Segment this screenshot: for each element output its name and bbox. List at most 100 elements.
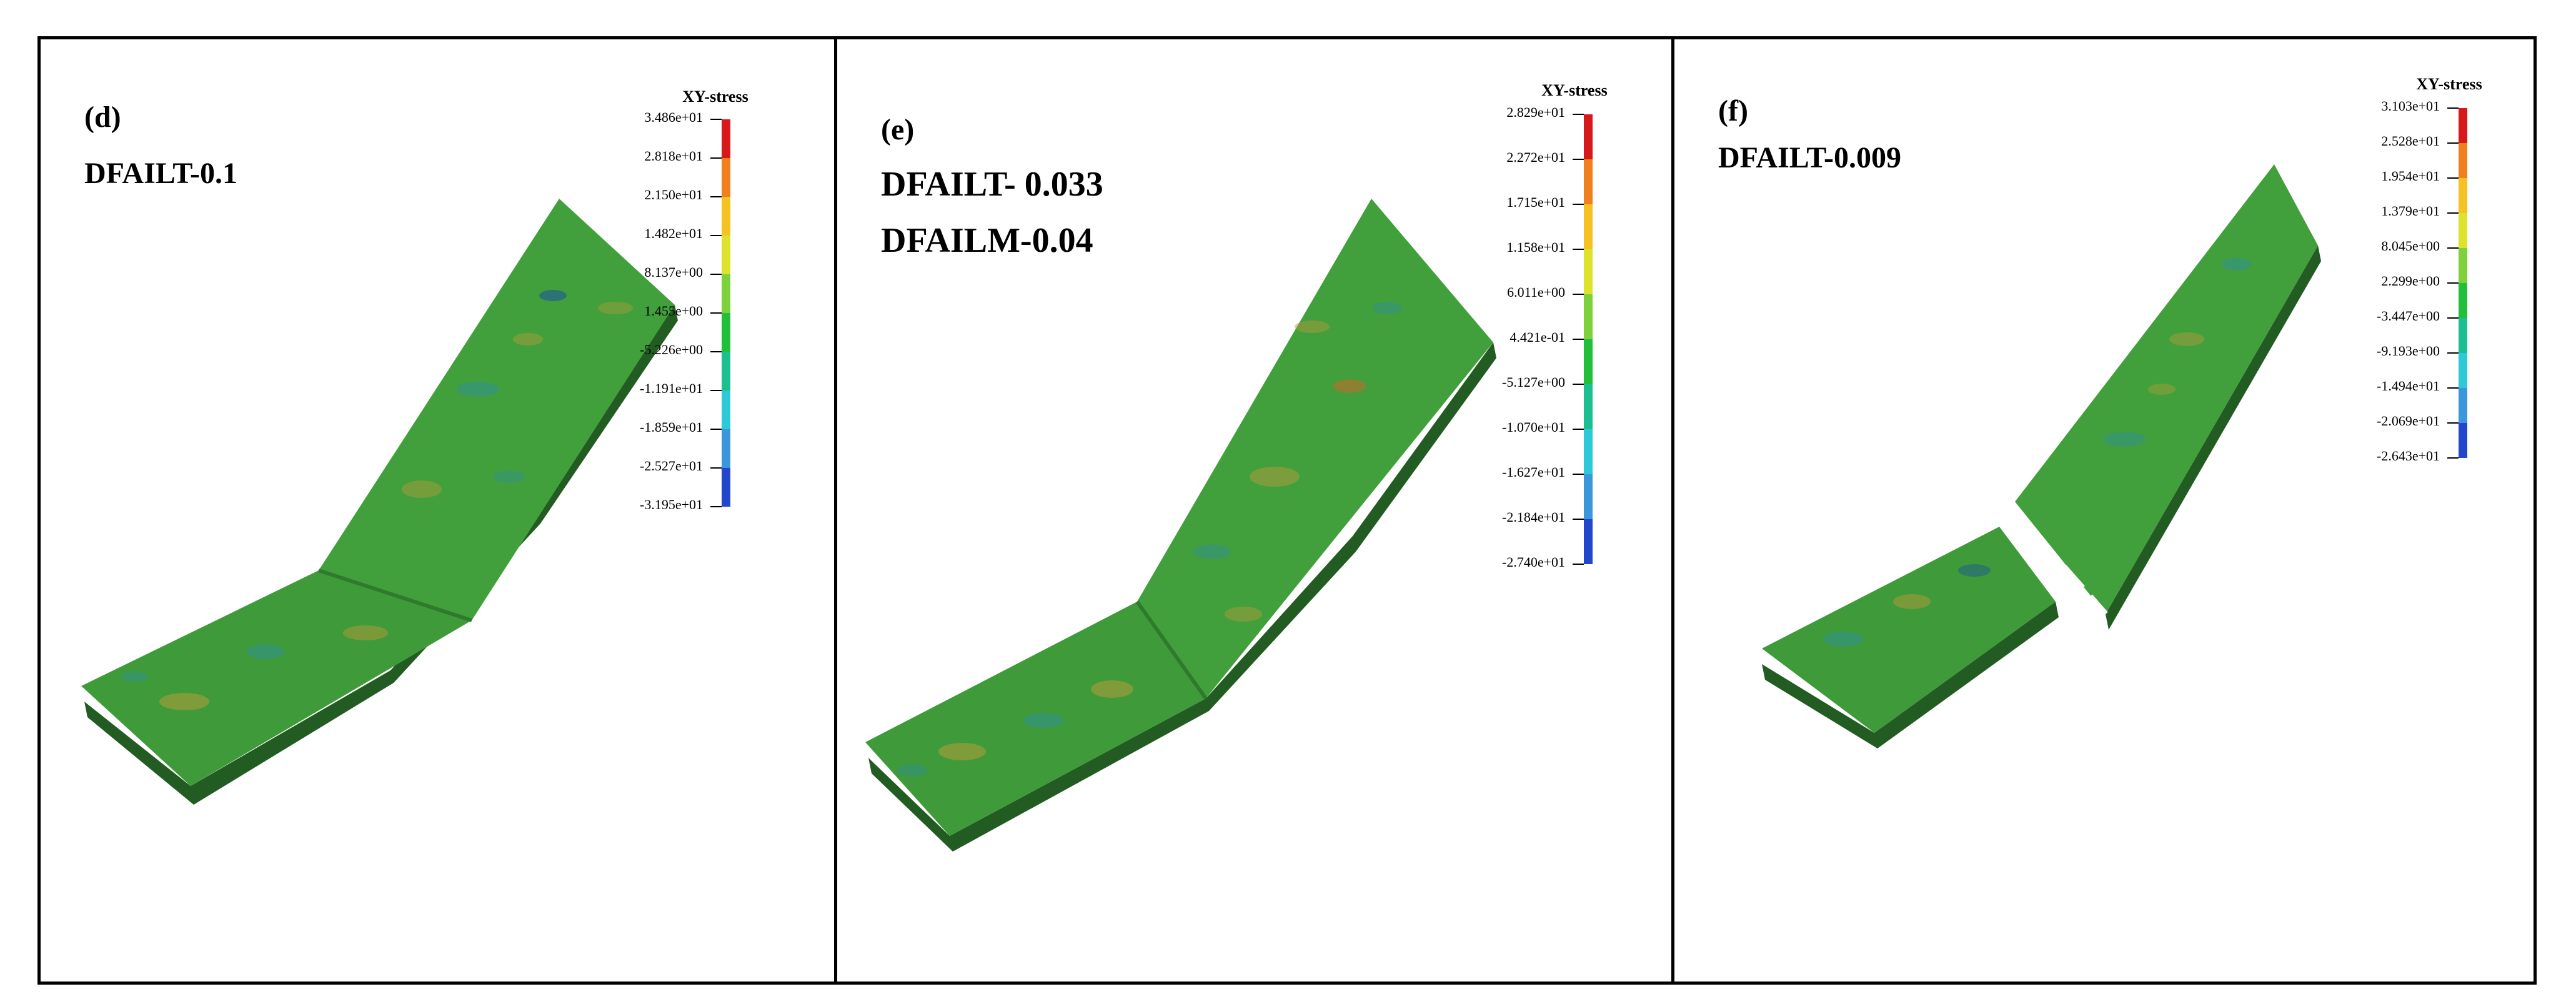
colorbar-tick-label: 8.137e+00: [644, 264, 703, 280]
panel-e-legend-title: XY-stress: [1541, 81, 1607, 99]
colorbar-tick-label: -2.527e+01: [640, 458, 703, 474]
colorbar-segment: [722, 119, 730, 158]
colorbar-segment: [722, 158, 730, 197]
panel-f-canvas: (f) DFAILT-0.009: [1718, 75, 2482, 748]
colorbar-segment: [2459, 143, 2467, 178]
panel-e-colorbar: 2.829e+01 2.272e+01 1.715e+01 1.158e+01 6.01…: [1502, 104, 1593, 570]
panel-d-canvas: (d) DFAILT-0.1: [81, 87, 748, 805]
colorbar-tick-label: 2.299e+00: [2381, 273, 2440, 289]
colorbar-tick-label: 8.045e+00: [2381, 238, 2440, 254]
panel-e-fold-line: [1135, 600, 1208, 700]
colorbar-tick-label: 4.421e-01: [1509, 329, 1565, 345]
colorbar-segment: [722, 468, 730, 507]
colorbar-segment: [722, 352, 730, 390]
panel-f-plate-upper-side: [2106, 246, 2321, 630]
colorbar-segment: [1584, 114, 1593, 159]
panel-e-plate-upper: [1137, 199, 1493, 698]
colorbar-tick-label: 6.011e+00: [1507, 284, 1565, 300]
panel-f-stress-spots: [1823, 258, 2252, 647]
panel-d-caption-line-1: DFAILT-0.1: [84, 157, 237, 190]
panel-f-label: (f): [1718, 94, 1748, 127]
colorbar-tick-label: 1.482e+01: [644, 226, 703, 241]
colorbar-tick-label: 2.829e+01: [1506, 104, 1565, 120]
colorbar-tick-label: -1.070e+01: [1502, 419, 1565, 435]
colorbar-tick-label: -2.740e+01: [1502, 554, 1565, 570]
colorbar-segment: [722, 197, 730, 236]
colorbar-segment: [1584, 384, 1593, 429]
panel-d-stress-spots: [121, 290, 633, 710]
colorbar-segment: [2459, 318, 2467, 353]
colorbar-segment: [722, 429, 730, 468]
panel-f-colorbar: 3.103e+01 2.528e+01 1.954e+01 1.379e+01 8.04…: [2377, 98, 2467, 464]
colorbar-segment: [2459, 283, 2467, 318]
colorbar-tick-label: -5.127e+00: [1502, 374, 1565, 390]
colorbar-tick-label: -1.859e+01: [640, 419, 703, 435]
colorbar-tick-label: 1.379e+01: [2381, 203, 2440, 219]
colorbar-segment: [1584, 249, 1593, 294]
colorbar-segment: [1584, 339, 1593, 384]
colorbar-segment: [2459, 388, 2467, 423]
colorbar-segment: [722, 274, 730, 313]
panel-e-stress-spots: [897, 302, 1402, 777]
panel-d-plate-side: [84, 305, 678, 805]
colorbar-tick-label: -1.627e+01: [1502, 464, 1565, 480]
colorbar-tick-label: 1.715e+01: [1506, 194, 1565, 210]
colorbar-tick-label: -1.494e+01: [2377, 378, 2440, 394]
panel-e-plate-model: [865, 199, 1496, 852]
panel-e-caption-line-2: DFAILM-0.04: [881, 221, 1093, 260]
panel-d-colorbar: 3.486e+01 2.818e+01 2.150e+01 1.482e+01 8.13…: [640, 109, 730, 512]
colorbar-segment: [1584, 294, 1593, 339]
colorbar-segment: [2459, 108, 2467, 143]
panel-d-plate-upper: [319, 199, 675, 620]
colorbar-tick-label: -5.226e+00: [640, 342, 703, 357]
colorbar-segment: [1584, 204, 1593, 249]
panel-d-legend-title: XY-stress: [682, 87, 748, 106]
colorbar-tick-label: 2.528e+01: [2381, 133, 2440, 149]
colorbar-segment: [1584, 159, 1593, 204]
panel-e-label: (e): [881, 113, 914, 146]
panel-e-caption-line-1: DFAILT- 0.033: [881, 165, 1103, 204]
colorbar-tick-label: 1.954e+01: [2381, 168, 2440, 184]
panel-d-fold-line: [318, 569, 472, 622]
colorbar-tick-label: 1.158e+01: [1506, 239, 1565, 255]
panel-d-label: (d): [84, 101, 121, 134]
colorbar-segment: [2459, 353, 2467, 388]
colorbar-tick-label: 2.272e+01: [1506, 149, 1565, 165]
colorbar-segment: [722, 390, 730, 429]
colorbar-tick-label: 1.455e+00: [644, 303, 703, 319]
colorbar-tick-label: 2.818e+01: [644, 148, 703, 164]
colorbar-tick-label: -3.195e+01: [640, 497, 703, 512]
panel-f-plate-model: [1762, 164, 2321, 748]
colorbar-tick-label: 2.150e+01: [644, 187, 703, 202]
colorbar-tick-label: 3.103e+01: [2381, 98, 2440, 114]
colorbar-tick-label: 3.486e+01: [644, 109, 703, 125]
colorbar-segment: [722, 236, 730, 274]
colorbar-segment: [2459, 248, 2467, 283]
panel-e: (e) DFAILT- 0.033 DFAILM-0.04: [834, 36, 1674, 985]
panel-d-plate-model: [81, 199, 678, 805]
colorbar-tick-label: -1.191e+01: [640, 380, 703, 396]
colorbar-segment: [2459, 213, 2467, 248]
panel-d: (d) DFAILT-0.1: [37, 36, 837, 985]
panel-f-plate-lower-side: [1762, 602, 2059, 748]
colorbar-tick-label: -2.643e+01: [2377, 448, 2440, 464]
panel-f-legend-title: XY-stress: [2416, 75, 2482, 93]
colorbar-segment: [1584, 474, 1593, 519]
panel-e-canvas: (e) DFAILT- 0.033 DFAILM-0.04: [865, 81, 1608, 852]
panel-f-fracture-gap: [2001, 505, 2108, 628]
colorbar-segment: [1584, 519, 1593, 564]
colorbar-tick-label: -2.184e+01: [1502, 509, 1565, 525]
panel-f: (f) DFAILT-0.009: [1671, 36, 2537, 985]
colorbar-segment: [1584, 429, 1593, 474]
panel-f-plate-upper: [2015, 164, 2318, 614]
panel-f-plate-lower: [1762, 527, 2056, 733]
colorbar-segment: [2459, 423, 2467, 458]
panel-f-caption-line-1: DFAILT-0.009: [1718, 141, 1901, 174]
colorbar-tick-label: -3.447e+00: [2377, 308, 2440, 324]
colorbar-segment: [2459, 178, 2467, 213]
colorbar-segment: [722, 313, 730, 352]
panel-d-plate-lower: [81, 570, 472, 786]
colorbar-tick-label: -9.193e+00: [2377, 343, 2440, 359]
colorbar-tick-label: -2.069e+01: [2377, 413, 2440, 429]
